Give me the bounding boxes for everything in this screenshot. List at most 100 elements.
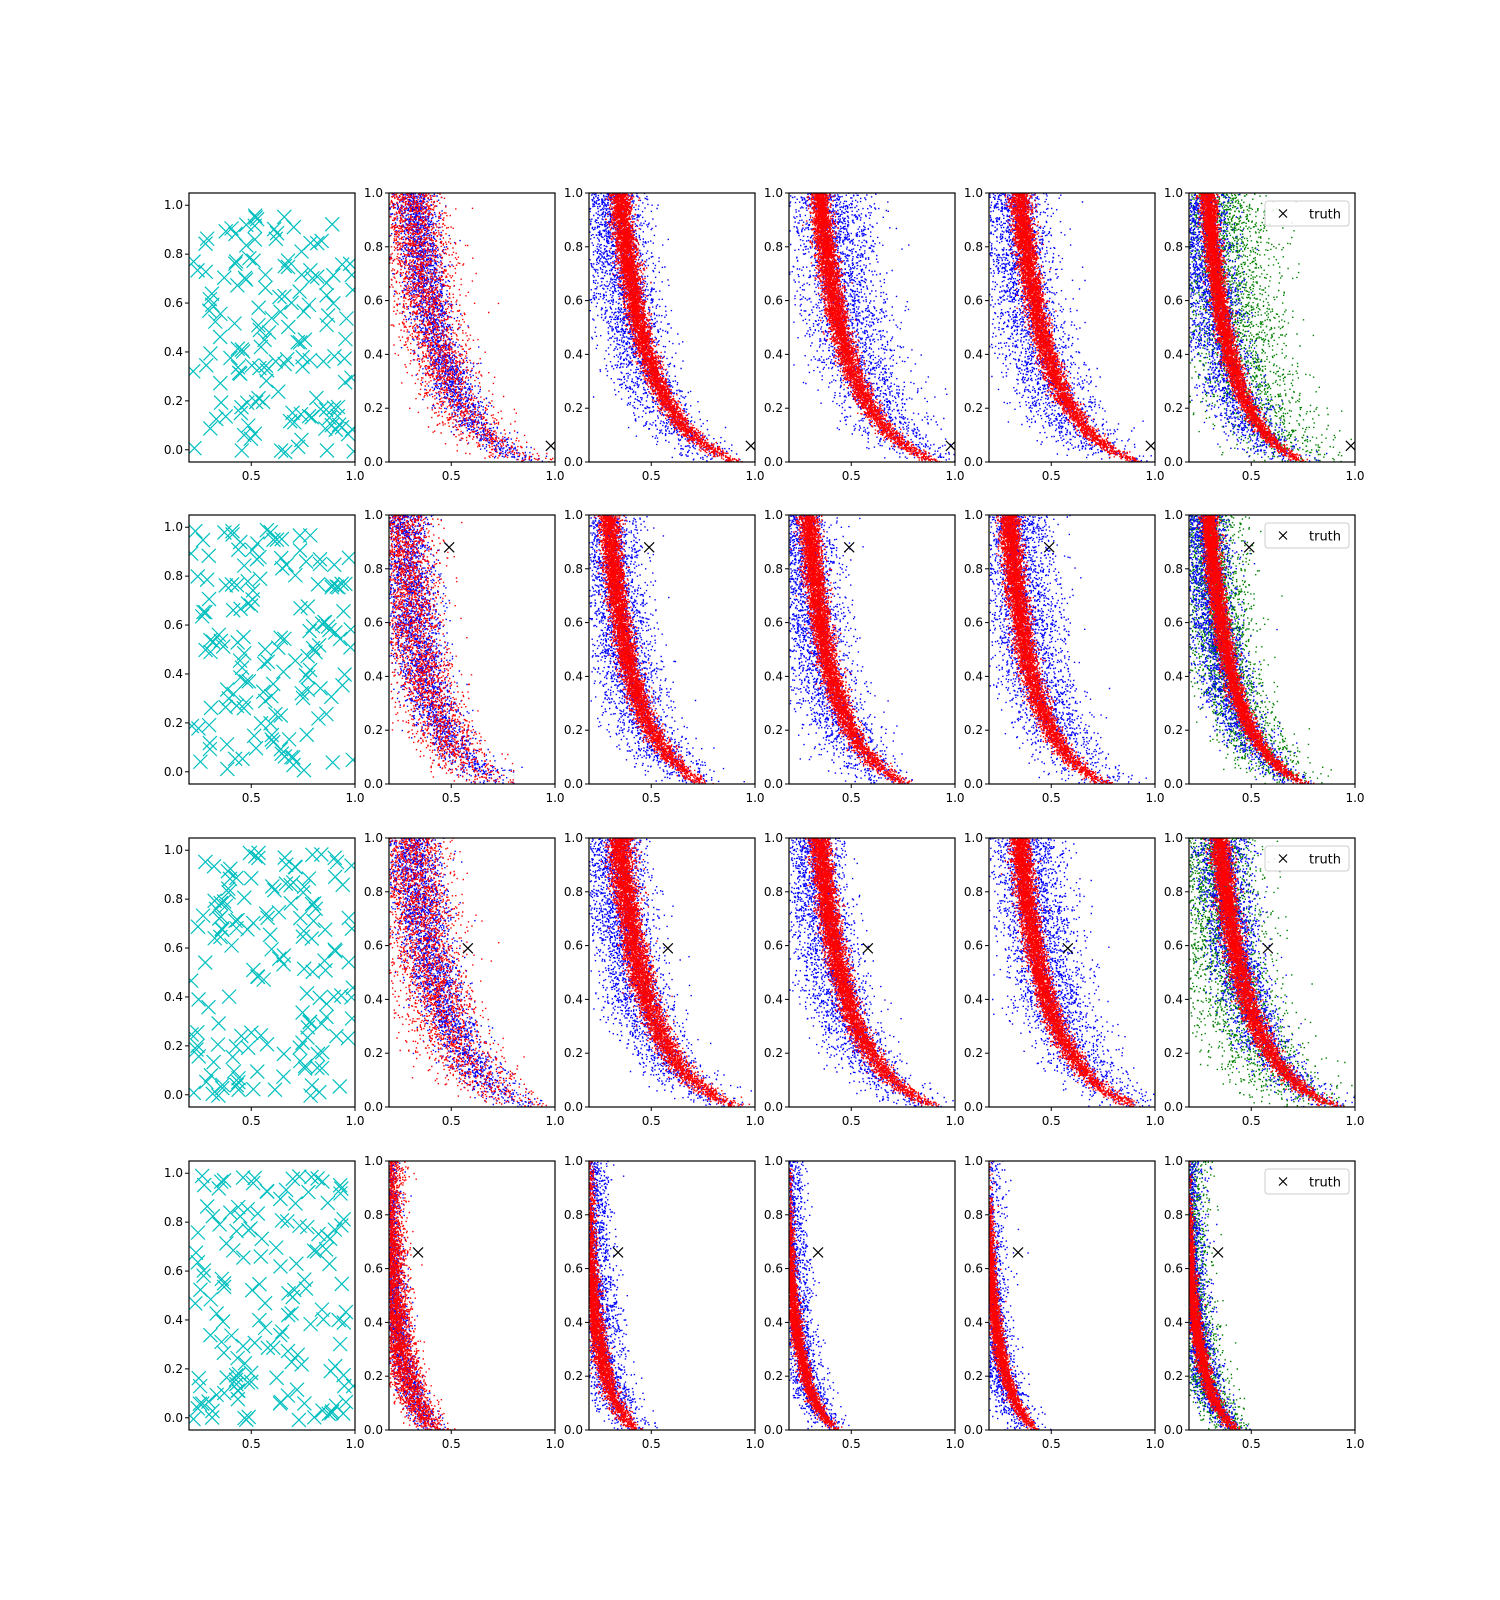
y-tick-label: 0.4 bbox=[764, 347, 783, 361]
prior-sample-marker bbox=[227, 687, 241, 701]
x-tick-label: 0.5 bbox=[1242, 1437, 1261, 1451]
prior-sample-marker bbox=[307, 914, 321, 928]
prior-sample-marker bbox=[339, 1395, 353, 1409]
prior-sample-marker bbox=[258, 268, 272, 282]
prior-sample-marker bbox=[327, 558, 341, 572]
truth-marker bbox=[746, 441, 756, 451]
prior-sample-marker bbox=[324, 690, 338, 704]
y-tick-label: 0.4 bbox=[964, 1315, 983, 1329]
prior-sample-marker bbox=[293, 335, 307, 349]
y-tick-label: 0.0 bbox=[364, 777, 383, 791]
prior-sample-marker bbox=[314, 847, 328, 861]
y-tick-label: 0.0 bbox=[164, 765, 183, 779]
y-tick-label: 0.4 bbox=[164, 345, 183, 359]
prior-sample-marker bbox=[204, 1068, 218, 1082]
prior-sample-marker bbox=[315, 1175, 329, 1189]
prior-sample-marker bbox=[247, 254, 261, 268]
x-tick-label: 0.5 bbox=[842, 1437, 861, 1451]
x-tick-label: 1.0 bbox=[945, 469, 964, 483]
plot-area bbox=[789, 193, 956, 462]
prior-sample-marker bbox=[205, 1411, 219, 1425]
truth-marker bbox=[444, 542, 454, 552]
prior-sample-marker bbox=[345, 859, 359, 873]
prior-sample-marker bbox=[214, 396, 228, 410]
prior-sample-marker bbox=[333, 1337, 347, 1351]
prior-sample-marker bbox=[281, 254, 295, 268]
x-tick-label: 0.5 bbox=[842, 1114, 861, 1128]
prior-sample-marker bbox=[315, 234, 329, 248]
y-tick-label: 0.2 bbox=[1164, 1046, 1183, 1060]
prior-sample-marker bbox=[309, 902, 323, 916]
prior-sample-marker bbox=[307, 1244, 321, 1258]
prior-sample-marker bbox=[252, 1277, 266, 1291]
prior-sample-marker bbox=[228, 914, 242, 928]
y-tick-label: 0.0 bbox=[764, 777, 783, 791]
plot-area bbox=[989, 515, 1147, 784]
prior-sample-marker bbox=[193, 1397, 207, 1411]
prior-sample-marker bbox=[256, 395, 270, 409]
x-tick-label: 1.0 bbox=[545, 469, 564, 483]
posterior-sample-points bbox=[1005, 193, 1141, 462]
plot-area bbox=[589, 515, 745, 784]
prior-sample-marker bbox=[191, 920, 205, 934]
prior-sample-marker bbox=[248, 1336, 262, 1350]
y-tick-label: 0.0 bbox=[564, 455, 583, 469]
prior-sample-marker bbox=[293, 285, 307, 299]
y-tick-label: 1.0 bbox=[364, 186, 383, 200]
legend-label: truth bbox=[1309, 530, 1341, 545]
y-tick-label: 0.4 bbox=[164, 1313, 183, 1327]
prior-sample-marker bbox=[321, 1196, 335, 1210]
prior-sample-marker bbox=[260, 1184, 274, 1198]
prior-sample-marker bbox=[195, 1169, 209, 1183]
prior-sample-marker bbox=[274, 305, 288, 319]
prior-sample-marker bbox=[336, 604, 350, 618]
prior-sample-marker bbox=[226, 1243, 240, 1257]
prior-sample-marker bbox=[287, 220, 301, 234]
prior-sample-marker bbox=[244, 1366, 258, 1380]
plot-area bbox=[989, 1161, 1052, 1430]
y-tick-label: 0.2 bbox=[1164, 401, 1183, 415]
y-tick-label: 0.0 bbox=[764, 455, 783, 469]
prior-sample-marker bbox=[217, 1386, 231, 1400]
prior-sample-marker bbox=[293, 911, 307, 925]
plot-area bbox=[184, 523, 360, 777]
plot-area bbox=[184, 846, 360, 1103]
x-tick-label: 0.5 bbox=[242, 1114, 261, 1128]
prior-sample-marker bbox=[251, 318, 265, 332]
plot-area bbox=[389, 515, 523, 784]
prior-sample-marker bbox=[303, 1015, 317, 1029]
y-tick-label: 0.2 bbox=[964, 723, 983, 737]
x-tick-label: 0.5 bbox=[1242, 469, 1261, 483]
subplot-r4-c3: 0.5 1.00.00.20.40.60.81.0 bbox=[564, 1154, 765, 1451]
prior-sample-marker bbox=[276, 665, 290, 679]
x-tick-label: 1.0 bbox=[545, 1437, 564, 1451]
y-tick-label: 1.0 bbox=[964, 186, 983, 200]
prior-sample-marker bbox=[202, 549, 216, 563]
prior-sample-marker bbox=[299, 668, 313, 682]
prior-sample-marker bbox=[320, 443, 334, 457]
prior-sample-marker bbox=[254, 716, 268, 730]
prior-sample-marker bbox=[281, 320, 295, 334]
prior-sample-marker bbox=[244, 432, 258, 446]
y-tick-label: 0.4 bbox=[964, 992, 983, 1006]
prior-sample-marker bbox=[315, 1045, 329, 1059]
prior-sample-marker bbox=[256, 685, 270, 699]
y-tick-label: 0.8 bbox=[364, 885, 383, 899]
y-tick-label: 0.8 bbox=[964, 885, 983, 899]
prior-sample-marker bbox=[271, 641, 285, 655]
prior-sample-marker bbox=[297, 1396, 311, 1410]
prior-sample-marker bbox=[230, 278, 244, 292]
y-tick-label: 0.6 bbox=[964, 616, 983, 630]
prior-sample-marker bbox=[297, 1273, 311, 1287]
y-tick-label: 0.0 bbox=[564, 1100, 583, 1114]
y-tick-label: 0.4 bbox=[364, 669, 383, 683]
y-tick-label: 0.0 bbox=[964, 1423, 983, 1437]
prior-sample-marker bbox=[334, 988, 348, 1002]
truth-marker bbox=[946, 441, 956, 451]
prior-sample-marker bbox=[254, 1250, 268, 1264]
legend-label: truth bbox=[1309, 208, 1341, 223]
prior-sample-marker bbox=[184, 547, 198, 561]
y-tick-label: 1.0 bbox=[764, 186, 783, 200]
